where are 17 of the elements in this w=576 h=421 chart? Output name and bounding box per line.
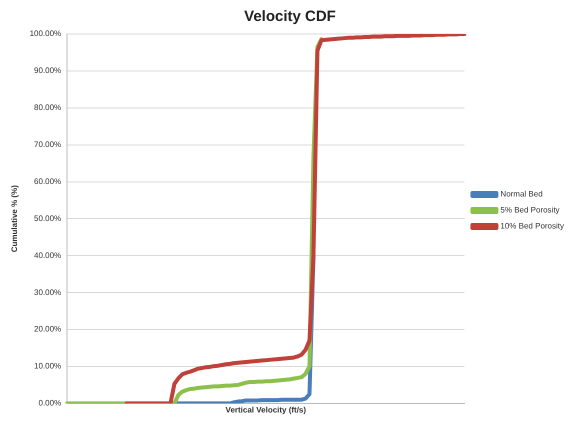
chart-title: Velocity CDF xyxy=(244,8,336,26)
y-tick-label: 80.00% xyxy=(34,103,62,112)
y-tick-label: 30.00% xyxy=(34,288,62,297)
legend-label: 5% Bed Porosity xyxy=(500,206,560,215)
y-tick-label: 40.00% xyxy=(34,250,62,260)
x-axis-title: Vertical Velocity (ft/s) xyxy=(226,405,306,414)
y-tick-label: 10.00% xyxy=(34,362,62,371)
y-tick-label: 90.00% xyxy=(34,66,62,76)
y-axis-title: Cumulative % (%) xyxy=(10,184,20,252)
y-tick-label: 100.00% xyxy=(30,29,62,38)
y-tick-label: 50.00% xyxy=(34,214,62,223)
y-tick-label: 20.00% xyxy=(34,324,62,334)
y-tick-label: 60.00% xyxy=(34,176,62,186)
y-tick-label: 70.00% xyxy=(34,140,62,150)
y-tick-label: 0.00% xyxy=(38,398,62,408)
legend-label: Normal Bed xyxy=(500,190,543,199)
legend-label: 10% Bed Porosity xyxy=(500,222,564,231)
